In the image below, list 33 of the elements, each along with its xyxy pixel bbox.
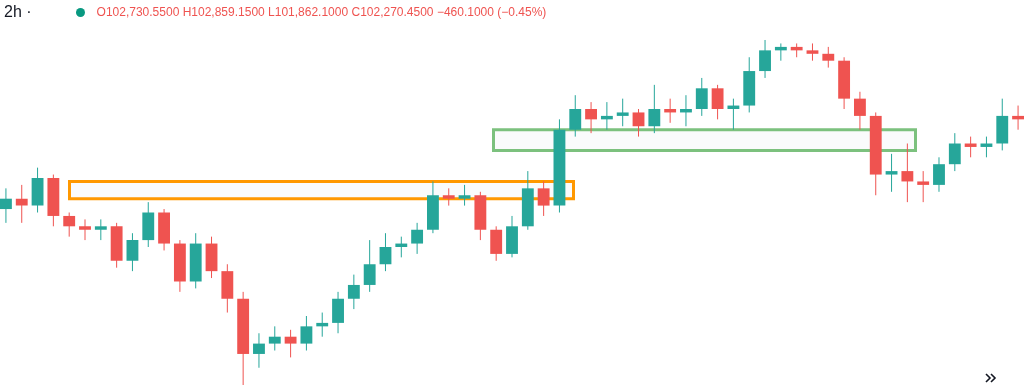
candlestick [537,180,550,217]
candlestick [948,132,961,172]
candlestick [616,98,629,127]
candlestick [569,94,582,138]
candlestick [268,325,281,351]
candlestick [79,218,91,241]
candlestick [885,153,898,193]
candlestick [126,232,139,272]
candlestick [347,274,360,310]
candlestick [695,77,708,117]
candlestick [853,91,866,131]
candlestick [822,46,835,69]
candlestick [253,332,265,369]
candlestick [933,156,945,193]
candlestick [901,143,914,203]
candlestick [0,187,12,224]
candlestick [458,184,471,207]
candlestick [648,84,661,134]
candlestick [15,184,28,224]
candlestick [94,218,107,241]
candlestick [632,108,645,138]
candlestick [917,170,930,203]
candlestick [711,84,724,120]
candlestick [284,329,297,358]
candlestick [300,315,313,351]
candlestick [411,222,424,255]
candlestick [63,212,76,238]
candlestick [759,39,771,79]
candlestick [585,101,597,134]
text: O102,730.5500 H102,859.1500 L101,862.1000 C102,270.4500 −460.1000 (−0.45%) [96,5,547,19]
text: 2h · [4,3,32,21]
candlestick [379,232,392,272]
candlestick [363,239,376,293]
